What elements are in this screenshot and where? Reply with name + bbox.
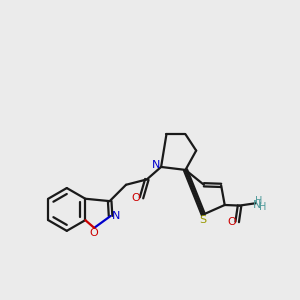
Text: N: N <box>253 200 261 210</box>
Text: N: N <box>152 160 160 170</box>
Text: O: O <box>89 228 98 238</box>
Text: H: H <box>255 196 262 206</box>
Text: S: S <box>199 215 206 225</box>
Text: O: O <box>227 217 236 227</box>
Text: N: N <box>111 211 120 221</box>
Text: H: H <box>259 202 266 212</box>
Text: O: O <box>132 194 140 203</box>
